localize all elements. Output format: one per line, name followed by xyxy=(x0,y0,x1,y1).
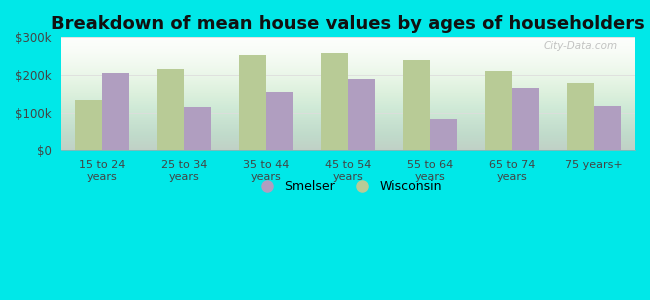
Bar xyxy=(348,79,375,150)
Bar xyxy=(157,69,184,150)
Bar xyxy=(75,100,102,150)
Bar xyxy=(266,92,293,150)
Legend: Smelser, Wisconsin: Smelser, Wisconsin xyxy=(249,176,447,198)
Title: Breakdown of mean house values by ages of householders: Breakdown of mean house values by ages o… xyxy=(51,15,645,33)
Bar xyxy=(403,60,430,150)
Bar xyxy=(321,53,348,150)
Bar xyxy=(430,119,457,150)
Text: City-Data.com: City-Data.com xyxy=(543,41,618,51)
Bar xyxy=(512,88,539,150)
Bar xyxy=(184,107,211,150)
Bar xyxy=(239,55,266,150)
Bar xyxy=(102,73,129,150)
Bar xyxy=(567,83,594,150)
Bar xyxy=(485,71,512,150)
Bar xyxy=(594,106,621,150)
